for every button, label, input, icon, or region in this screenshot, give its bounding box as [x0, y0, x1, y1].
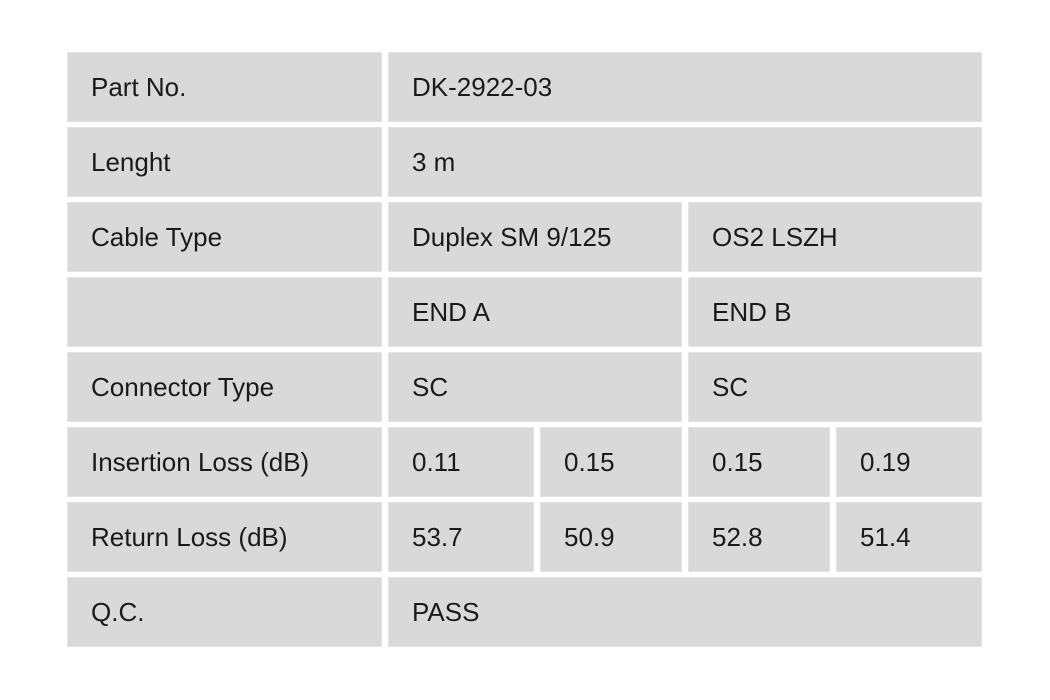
- value-cell: END A: [388, 277, 682, 347]
- row-label: [67, 277, 382, 347]
- value-cell: 50.9: [540, 502, 682, 572]
- row-label: Cable Type: [67, 202, 382, 272]
- value-cell: OS2 LSZH: [688, 202, 982, 272]
- row-label: Part No.: [67, 52, 382, 122]
- value-cell: 0.19: [836, 427, 982, 497]
- row-label: Lenght: [67, 127, 382, 197]
- value-cell: DK-2922-03: [388, 52, 982, 122]
- value-cell: 52.8: [688, 502, 830, 572]
- value-cell: SC: [388, 352, 682, 422]
- value-cell: PASS: [388, 577, 982, 647]
- row-label: Q.C.: [67, 577, 382, 647]
- value-cell: Duplex SM 9/125: [388, 202, 682, 272]
- value-cell: 0.15: [540, 427, 682, 497]
- value-cell: SC: [688, 352, 982, 422]
- value-cell: 51.4: [836, 502, 982, 572]
- value-cell: 53.7: [388, 502, 534, 572]
- row-label: Insertion Loss (dB): [67, 427, 382, 497]
- value-cell: END B: [688, 277, 982, 347]
- row-label: Return Loss (dB): [67, 502, 382, 572]
- value-cell: 3 m: [388, 127, 982, 197]
- value-cell: 0.11: [388, 427, 534, 497]
- value-cell: 0.15: [688, 427, 830, 497]
- row-label: Connector Type: [67, 352, 382, 422]
- spec-table: Part No. DK-2922-03 Lenght 3 m Cable Type Dup…: [67, 52, 982, 647]
